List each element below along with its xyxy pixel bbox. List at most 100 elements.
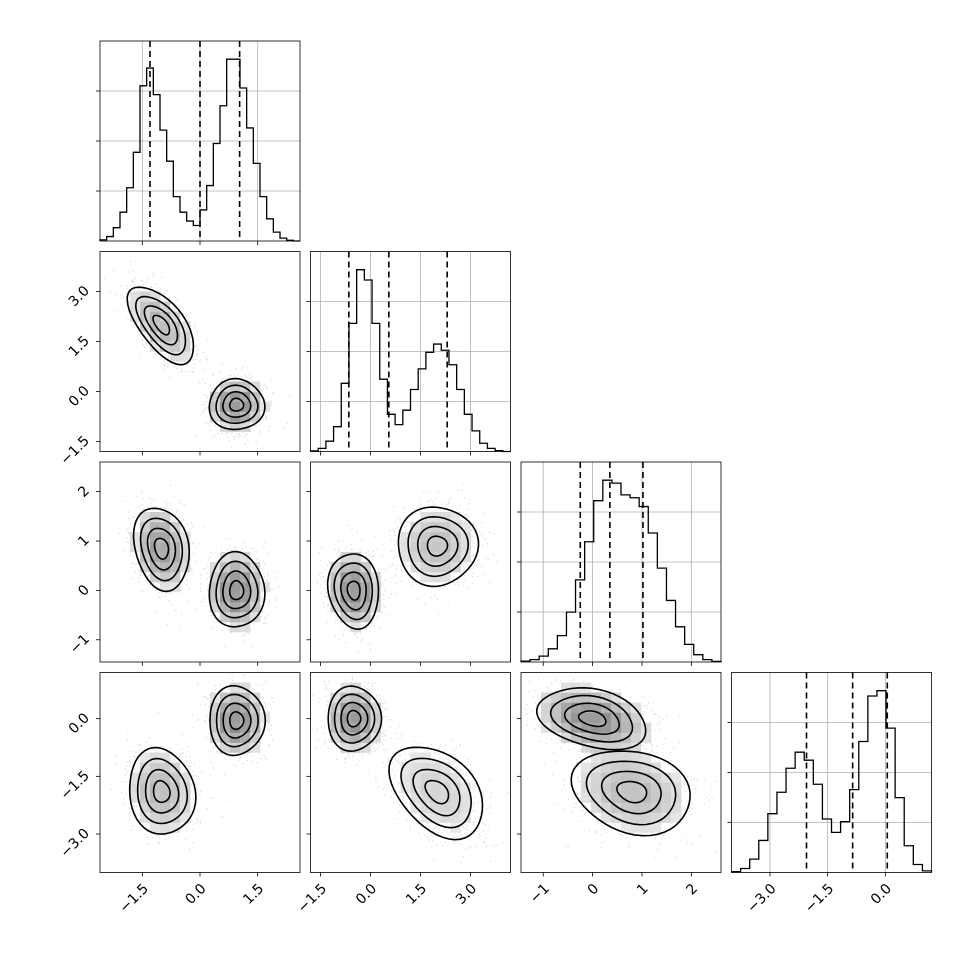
density-cell [400,762,411,773]
density-cell [240,421,251,432]
density-cell [230,391,241,402]
density-cell [450,542,461,553]
density-cell [210,732,221,743]
density-cell [611,792,622,803]
density-cell [611,702,622,713]
density-cell [601,742,612,753]
density-cell [350,552,361,563]
panel-frame [310,251,511,452]
density-cell [150,552,161,563]
density-cell [170,331,181,342]
histogram-panel-0 [96,40,301,245]
density-cell [170,522,181,533]
density-cell [430,782,441,793]
density-cell [220,552,231,563]
density-cell [160,331,171,342]
density-cell [130,291,141,302]
density-cell [170,572,181,583]
density-cell [631,802,642,813]
density-cell [440,802,451,813]
density-cell [621,812,632,823]
density-cell [230,381,241,392]
x-tick-label: −1 [527,881,553,907]
density-cell [591,722,602,733]
contour-line [228,397,245,412]
density-cell [240,602,251,613]
density-cell [250,612,261,623]
density-cell [641,802,652,813]
x-tick-label: 3.0 [453,881,480,908]
density-cell [240,722,251,733]
density-cell [551,702,562,713]
density-cell [460,792,471,803]
density-cell [420,532,431,543]
density-cell [350,712,361,723]
density-cell [250,592,261,603]
density-cell [430,792,441,803]
x-tick-label: −1.5 [117,881,152,916]
density-cell [330,582,341,593]
density-cell [340,602,351,613]
density-cell [581,792,592,803]
density-cell [160,301,171,312]
density-cell [140,321,151,332]
contour-line [570,750,691,837]
density-cell [170,351,181,362]
density-cell [370,592,381,603]
density-cell [150,772,161,783]
density-cell [140,301,151,312]
density-cell [230,552,241,563]
density-cell [350,582,361,593]
density-cell [400,552,411,563]
density-cell [170,311,181,322]
density-cell [420,772,431,783]
density-cell [420,812,431,823]
density-cell [420,752,431,763]
density-cell [420,552,431,563]
density-cell [330,562,341,573]
density-cell [611,742,622,753]
density-cell [170,822,181,833]
density-cell [230,742,241,753]
density-cell [350,722,361,733]
density-cell [591,732,602,743]
density-cell [360,712,371,723]
contour-line [600,770,662,815]
contour-line [222,702,252,739]
density-cell [410,552,421,563]
density-cell [160,321,171,332]
density-cell [150,341,161,352]
density-cell [140,792,151,803]
density-cell [240,562,251,573]
density-cell [340,712,351,723]
density-cell [340,592,351,603]
density-cell [220,572,231,583]
density-cell [370,572,381,583]
density-cell [210,712,221,723]
density-cell [250,692,261,703]
density-cell [180,552,191,563]
density-cell [370,722,381,733]
density-cell [601,762,612,773]
density-cell [220,602,231,613]
density-cell [130,792,141,803]
contour-line [146,527,177,571]
x-tick-label: 0.0 [353,881,380,908]
density-cell [440,812,451,823]
y-tick-label: 0.0 [66,710,93,737]
density-cell [430,542,441,553]
density-cell [410,782,421,793]
density-cell [350,702,361,713]
x-tick-label: 1 [634,881,652,899]
density-cell [160,782,171,793]
density-cell [340,742,351,753]
density-cell [180,562,191,573]
density-cell [220,391,231,402]
density-cell [330,692,341,703]
y-tick-label: −3.0 [57,826,92,861]
density-cell [160,822,171,833]
density-cell [230,572,241,583]
density-cell [601,732,612,743]
density-cell [661,792,672,803]
density-cell [230,722,241,733]
